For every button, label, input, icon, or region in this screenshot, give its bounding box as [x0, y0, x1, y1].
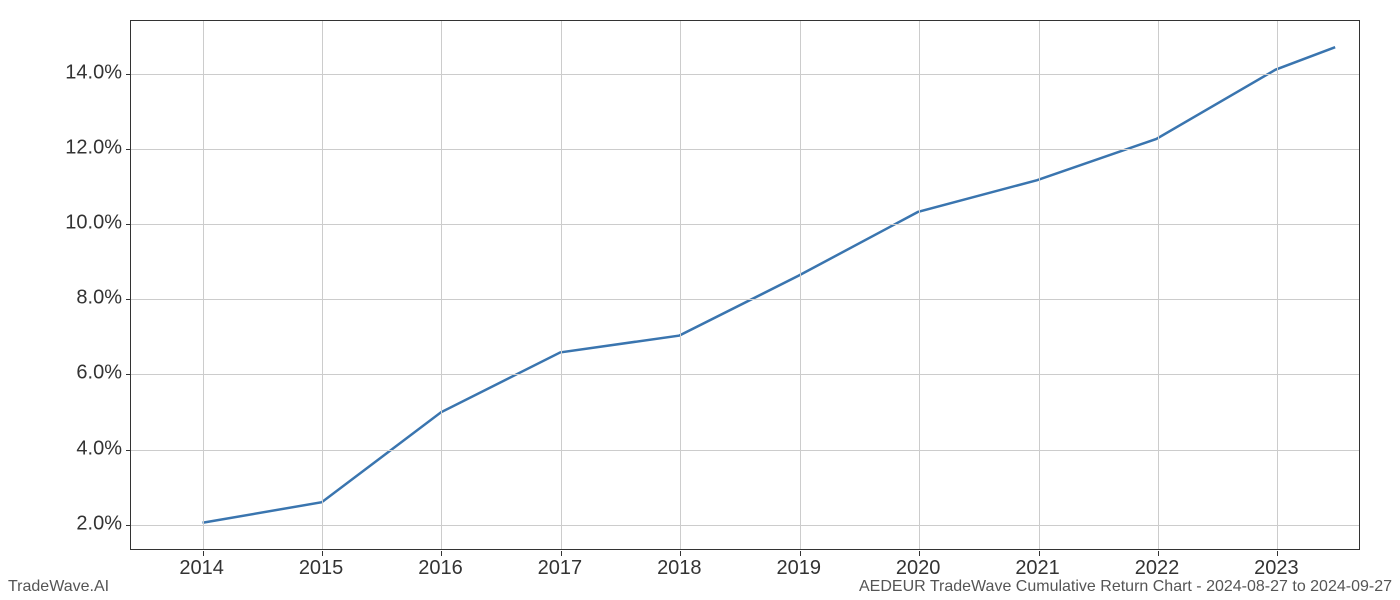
grid-line-horizontal [131, 525, 1359, 526]
grid-line-horizontal [131, 374, 1359, 375]
y-tick-mark [126, 149, 131, 150]
grid-line-vertical [1039, 21, 1040, 549]
x-tick-mark [800, 551, 801, 556]
x-tick-mark [322, 551, 323, 556]
grid-line-vertical [919, 21, 920, 549]
x-tick-label: 2017 [538, 557, 583, 580]
x-tick-label: 2020 [896, 557, 941, 580]
x-tick-mark [1277, 551, 1278, 556]
chart-line-series [203, 47, 1336, 523]
x-tick-mark [1039, 551, 1040, 556]
y-tick-label: 4.0% [42, 437, 122, 460]
x-tick-label: 2016 [418, 557, 463, 580]
x-tick-label: 2023 [1254, 557, 1299, 580]
y-tick-label: 10.0% [42, 211, 122, 234]
y-tick-label: 14.0% [42, 61, 122, 84]
grid-line-vertical [441, 21, 442, 549]
y-tick-label: 8.0% [42, 287, 122, 310]
grid-line-vertical [800, 21, 801, 549]
grid-line-horizontal [131, 149, 1359, 150]
x-tick-mark [919, 551, 920, 556]
footer-right-text: AEDEUR TradeWave Cumulative Return Chart… [859, 578, 1392, 596]
y-tick-mark [126, 374, 131, 375]
y-tick-label: 6.0% [42, 362, 122, 385]
x-tick-label: 2019 [776, 557, 821, 580]
x-tick-label: 2018 [657, 557, 702, 580]
grid-line-horizontal [131, 74, 1359, 75]
line-chart-svg [131, 21, 1359, 549]
x-tick-mark [1158, 551, 1159, 556]
grid-line-vertical [203, 21, 204, 549]
x-tick-mark [441, 551, 442, 556]
y-tick-mark [126, 450, 131, 451]
grid-line-horizontal [131, 450, 1359, 451]
x-tick-mark [680, 551, 681, 556]
grid-line-vertical [322, 21, 323, 549]
x-tick-label: 2015 [299, 557, 344, 580]
grid-line-vertical [1158, 21, 1159, 549]
y-tick-label: 2.0% [42, 512, 122, 535]
x-tick-mark [203, 551, 204, 556]
x-tick-label: 2021 [1015, 557, 1060, 580]
x-tick-mark [561, 551, 562, 556]
x-tick-label: 2014 [179, 557, 224, 580]
y-tick-mark [126, 224, 131, 225]
y-tick-label: 12.0% [42, 136, 122, 159]
footer-left-text: TradeWave.AI [8, 578, 109, 596]
grid-line-vertical [1277, 21, 1278, 549]
grid-line-vertical [680, 21, 681, 549]
y-tick-mark [126, 299, 131, 300]
chart-plot-area [130, 20, 1360, 550]
y-tick-mark [126, 525, 131, 526]
y-tick-mark [126, 74, 131, 75]
grid-line-horizontal [131, 224, 1359, 225]
x-tick-label: 2022 [1135, 557, 1180, 580]
grid-line-vertical [561, 21, 562, 549]
grid-line-horizontal [131, 299, 1359, 300]
